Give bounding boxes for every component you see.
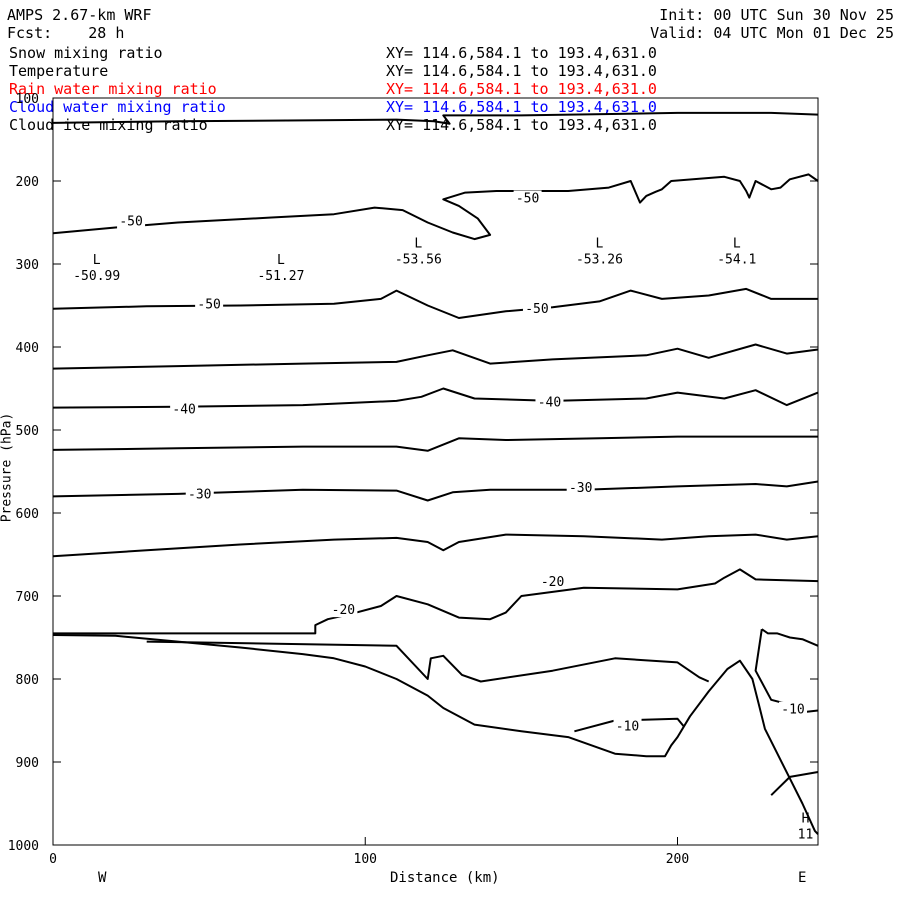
x-axis-label: Distance (km)	[390, 870, 500, 886]
contour-label: -50	[516, 191, 539, 206]
y-tick-label: 500	[16, 424, 39, 439]
west-label: W	[98, 870, 107, 886]
temperature-contour-4	[52, 387, 819, 409]
layer-xy-temperature: XY= 114.6,584.1 to 193.4,631.0	[386, 62, 657, 80]
y-tick-label: 200	[16, 175, 39, 190]
contour-label: -30	[569, 481, 592, 496]
contour-label: -50	[197, 298, 220, 313]
plot-frame	[52, 97, 819, 846]
contour-label: -30	[188, 488, 211, 503]
extremum-type: L	[414, 236, 422, 251]
extremum-value: -50.99	[73, 269, 120, 284]
contour-label: -40	[172, 402, 195, 417]
temperature-contour-0	[52, 111, 819, 125]
east-label: E	[798, 870, 807, 886]
contour-label-bg	[779, 701, 808, 717]
layer-xy-cloud-water: XY= 114.6,584.1 to 193.4,631.0	[386, 98, 657, 116]
contour-label-bg	[535, 394, 564, 410]
contour-lines	[52, 111, 819, 835]
layer-name-temperature: Temperature	[9, 62, 109, 80]
contour-labels: -50 -50 -50 -50 -40 -40 -30 -30 -20 -20 -10 -10	[117, 190, 808, 734]
extremum-value: -54.1	[717, 252, 756, 267]
x-tick-label: 200	[666, 852, 689, 867]
y-tick-label: 300	[16, 258, 39, 273]
contour-label: -50	[119, 215, 142, 230]
temperature-contour-5	[52, 435, 818, 452]
contour-label: -20	[541, 575, 564, 590]
forecast-hour: Fcst: 28 h	[7, 24, 125, 42]
temperature-contour-6	[52, 480, 819, 502]
extremum-type: L	[596, 236, 604, 251]
temperature-contour-14	[770, 771, 819, 796]
contour-label-bg	[522, 300, 551, 316]
contour-label-bg	[185, 486, 214, 502]
temperature-contour-7	[52, 533, 819, 558]
x-tick-label: 100	[354, 852, 377, 867]
contour-label: -50	[525, 302, 548, 317]
extremum-type: L	[277, 253, 285, 268]
contour-label-bg	[513, 190, 542, 206]
temperature-contour-13	[574, 717, 685, 733]
y-tick-label: 900	[16, 756, 39, 771]
extremum-value: -53.56	[395, 252, 442, 267]
contour-label-bg	[566, 480, 595, 496]
contour-label-bg	[329, 602, 358, 618]
layer-name-cloud-water: Cloud water mixing ratio	[9, 98, 226, 116]
contour-label-bg	[117, 213, 146, 229]
temperature-contour-3	[52, 343, 819, 370]
temperature-contour-10	[146, 640, 710, 683]
contour-label: -40	[538, 396, 561, 411]
contour-label-bg	[613, 718, 642, 734]
y-axis-label: Pressure (hPa)	[0, 412, 15, 523]
extremum-value: 11	[798, 828, 814, 843]
layer-xy-snow: XY= 114.6,584.1 to 193.4,631.0	[386, 44, 657, 62]
y-tick-label: 400	[16, 341, 39, 356]
contour-label-bg	[170, 401, 199, 417]
model-title: AMPS 2.67-km WRF	[7, 6, 152, 24]
temperature-contour-2	[52, 287, 818, 319]
contour-label-bg	[538, 573, 567, 589]
init-time: Init: 00 UTC Sun 30 Nov 25	[659, 6, 894, 24]
layer-name-rain: Rain water mixing ratio	[9, 80, 217, 98]
y-axis-ticks: 100 200 300 400 500 600 700 800 900 1000	[8, 92, 818, 854]
x-tick-label: 0	[49, 852, 57, 867]
y-tick-label: 1000	[8, 839, 39, 854]
extremum-type: H	[802, 812, 810, 827]
contour-label: -10	[616, 719, 639, 734]
extremum-type: L	[733, 236, 741, 251]
extremum-type: L	[93, 253, 101, 268]
extremum-value: -53.26	[576, 252, 623, 267]
y-tick-label: 600	[16, 507, 39, 522]
y-tick-label: 800	[16, 673, 39, 688]
contour-label: -20	[332, 603, 355, 618]
temperature-contour-9	[52, 634, 819, 835]
x-axis-ticks: 0 100 200	[49, 837, 689, 867]
layer-xy-rain: XY= 114.6,584.1 to 193.4,631.0	[386, 80, 657, 98]
valid-time: Valid: 04 UTC Mon 01 Dec 25	[650, 24, 894, 42]
y-tick-label: 100	[16, 92, 39, 107]
temperature-contour-11	[761, 628, 819, 647]
temperature-contour-1	[52, 173, 819, 241]
contour-label-bg	[195, 296, 224, 312]
layer-name-snow: Snow mixing ratio	[9, 44, 163, 62]
temperature-contour-8	[53, 568, 819, 635]
contour-label: -10	[781, 703, 804, 718]
y-tick-label: 700	[16, 590, 39, 605]
extremum-value: -51.27	[257, 269, 304, 284]
